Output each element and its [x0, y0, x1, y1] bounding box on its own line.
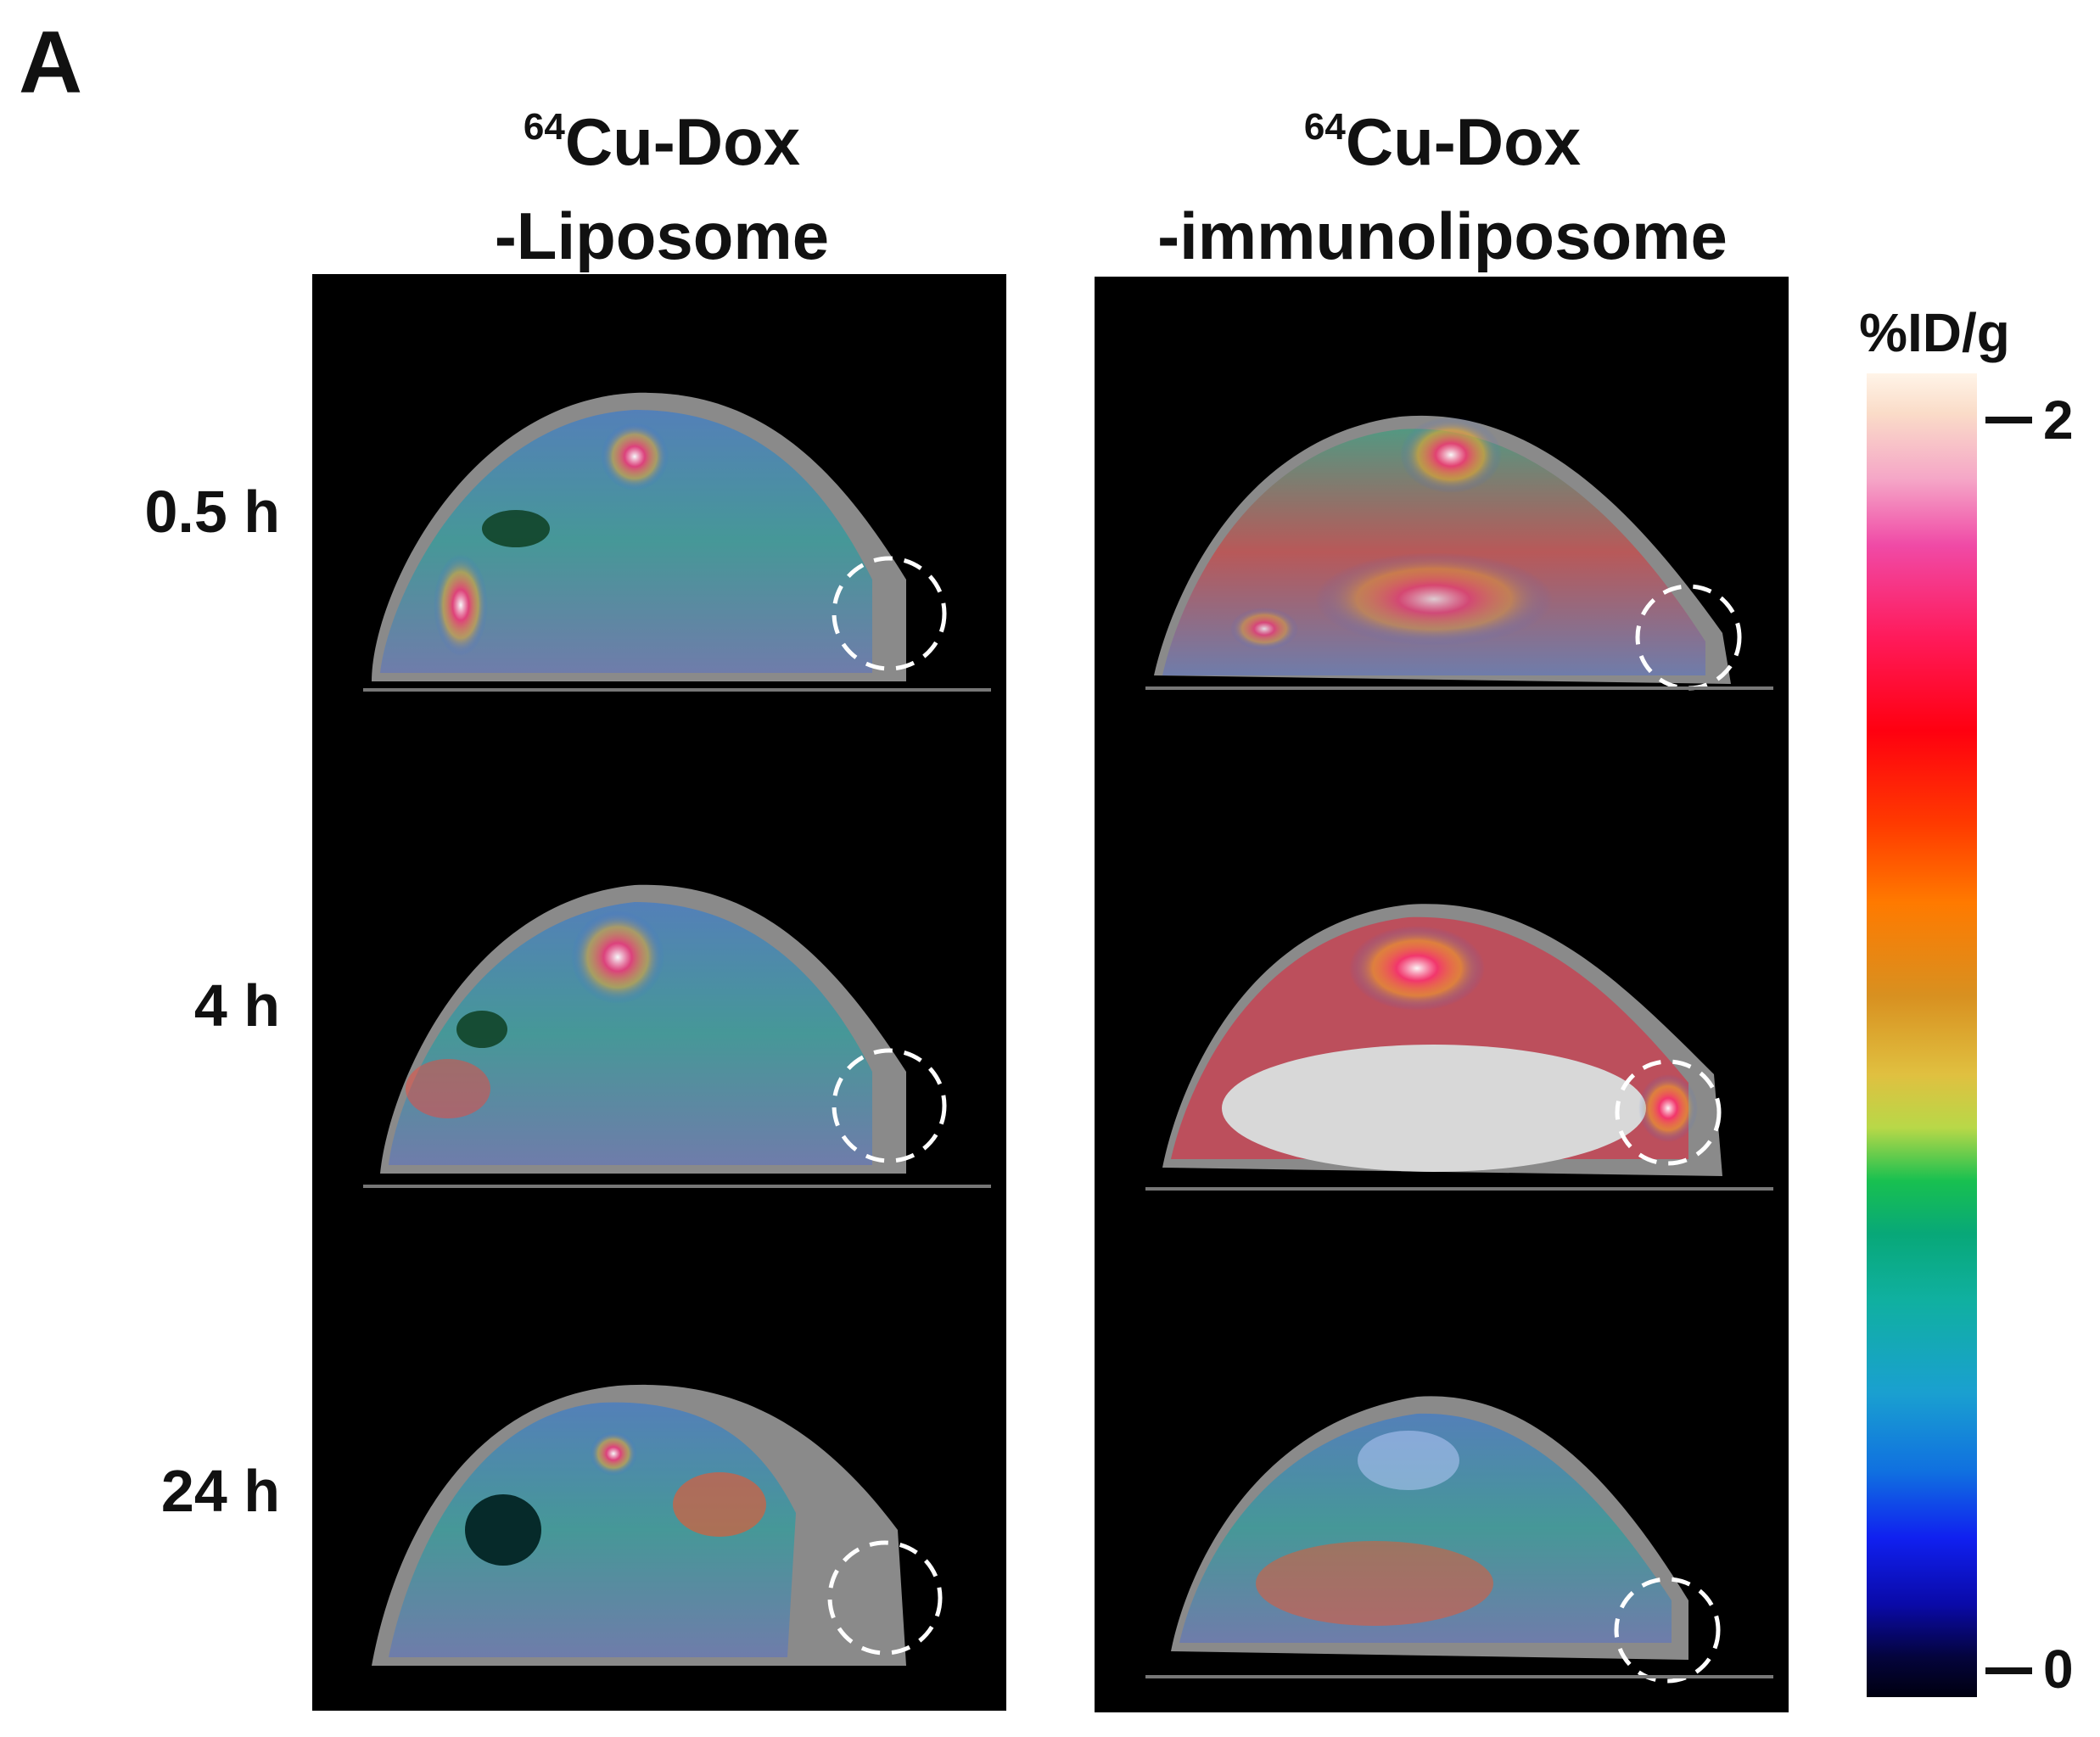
isotope-superscript: 64 — [1303, 106, 1346, 148]
colorbar-min-tick — [1985, 1667, 2032, 1674]
pet-ct-panel-immunoliposome — [1095, 277, 1789, 1712]
column-title-line2: -Liposome — [494, 199, 830, 273]
colorbar-min-label: 0 — [2043, 1639, 2074, 1700]
column-title-immunoliposome: 64Cu-Dox -immunoliposome — [1095, 100, 1790, 277]
column-title-liposome: 64Cu-Dox -Liposome — [314, 100, 1010, 277]
scan-24h-liposome — [372, 1384, 943, 1666]
scan-24h-immunoliposome — [1145, 1396, 1773, 1684]
row-label-4h: 4 h — [193, 972, 280, 1039]
panel-label: A — [19, 14, 83, 112]
scan-0-5h-immunoliposome — [1145, 415, 1773, 691]
scan-4h-immunoliposome — [1145, 904, 1773, 1191]
row-label-0-5h: 0.5 h — [144, 479, 280, 545]
scan-0-5h-liposome — [363, 392, 991, 692]
pet-ct-panel-liposome — [312, 274, 1006, 1711]
colorbar-title: %ID/g — [1859, 302, 2010, 363]
scan-4h-liposome — [363, 884, 991, 1188]
column-title-line2: -immunoliposome — [1157, 199, 1728, 273]
row-label-24h: 24 h — [160, 1458, 280, 1524]
colorbar-max-tick — [1985, 417, 2032, 423]
isotope-superscript: 64 — [523, 106, 565, 148]
column-title-line1: Cu-Dox — [1345, 104, 1582, 179]
column-title-line1: Cu-Dox — [564, 104, 801, 179]
colorbar — [1867, 373, 1977, 1697]
colorbar-max-label: 2 — [2043, 389, 2074, 451]
